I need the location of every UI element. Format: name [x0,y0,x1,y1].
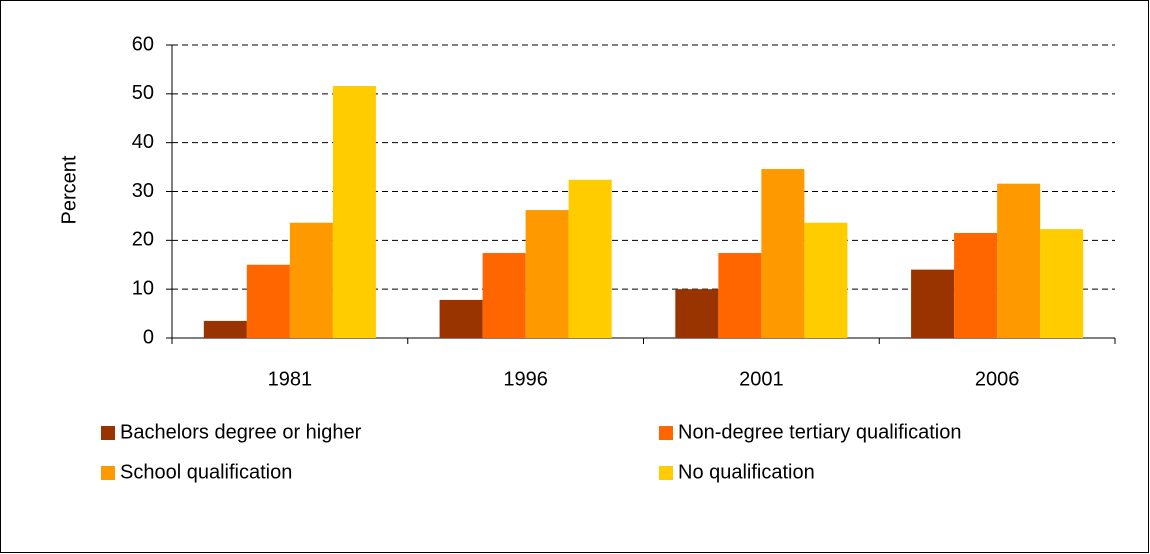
bar [525,210,569,338]
legend-label: Bachelors degree or higher [120,421,362,443]
y-tick-label: 50 [132,82,154,104]
legend-swatch [101,426,115,440]
y-tick-label: 30 [132,180,154,202]
y-tick-label: 40 [132,131,154,153]
bar [482,253,526,338]
legend-label: No qualification [678,461,815,483]
legend-swatch [101,466,115,480]
bar [203,320,247,338]
bar [954,233,998,338]
y-tick-label: 0 [143,326,154,348]
y-tick-label: 60 [132,33,154,55]
x-tick-label: 2006 [975,368,1020,390]
x-tick-label: 2001 [739,368,784,390]
bar [332,86,376,339]
legend-label: School qualification [120,461,292,483]
bar [246,264,290,338]
bar [568,179,612,338]
bar [997,183,1041,338]
bar [439,299,483,338]
bar [718,253,762,338]
x-tick-label: 1996 [503,368,548,390]
y-axis-label: Percent [58,155,80,224]
legend-swatch [659,426,673,440]
y-tick-label: 10 [132,277,154,299]
y-tick-label: 20 [132,229,154,251]
bar [911,269,955,338]
bar [1040,229,1084,338]
bar [289,222,333,338]
legend-swatch [659,466,673,480]
bar [675,289,719,338]
legend-label: Non-degree tertiary qualification [678,421,962,443]
bar [761,169,805,338]
bar [804,222,848,338]
x-tick-label: 1981 [268,368,313,390]
